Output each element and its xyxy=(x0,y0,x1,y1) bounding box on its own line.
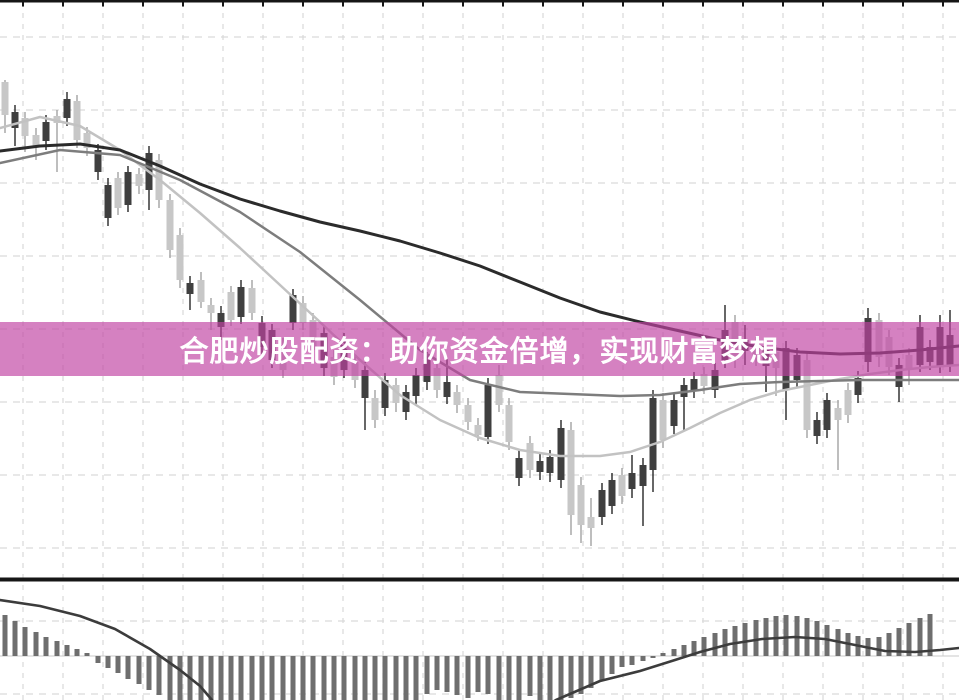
promo-banner: 合肥炒股配资：助你资金倍增，实现财富梦想 xyxy=(0,322,959,376)
promo-banner-text: 合肥炒股配资：助你资金倍增，实现财富梦想 xyxy=(179,336,780,368)
